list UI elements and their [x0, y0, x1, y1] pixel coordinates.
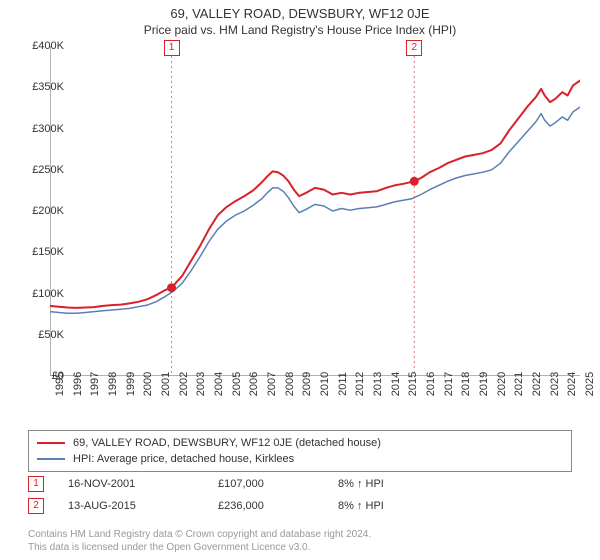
- x-tick-label: 2017: [443, 372, 455, 396]
- x-tick-label: 2014: [390, 372, 402, 396]
- legend: 69, VALLEY ROAD, DEWSBURY, WF12 0JE (det…: [28, 430, 572, 472]
- legend-swatch: [37, 458, 65, 460]
- license-footer: Contains HM Land Registry data © Crown c…: [28, 529, 371, 554]
- x-tick-label: 2022: [531, 372, 543, 396]
- x-tick-label: 1997: [89, 372, 101, 396]
- footer-line1: Contains HM Land Registry data © Crown c…: [28, 529, 371, 542]
- x-tick-label: 2007: [266, 372, 278, 396]
- x-tick-label: 2009: [301, 372, 313, 396]
- x-tick-label: 2013: [372, 372, 384, 396]
- x-tick-label: 2012: [354, 372, 366, 396]
- price-chart: [50, 46, 580, 376]
- page-title: 69, VALLEY ROAD, DEWSBURY, WF12 0JE: [0, 6, 600, 21]
- x-tick-label: 1995: [54, 372, 66, 396]
- y-tick-label: £300K: [18, 123, 64, 135]
- x-tick-label: 2002: [178, 372, 190, 396]
- y-tick-label: £250K: [18, 164, 64, 176]
- x-tick-label: 2004: [213, 372, 225, 396]
- sale-row-badge: 1: [28, 476, 44, 492]
- sale-price: £236,000: [218, 500, 338, 512]
- x-tick-label: 2010: [319, 372, 331, 396]
- x-tick-label: 1999: [125, 372, 137, 396]
- x-tick-label: 2019: [478, 372, 490, 396]
- sale-row: 1 16-NOV-2001£107,0008% ↑ HPI: [28, 476, 458, 492]
- x-tick-label: 2023: [549, 372, 561, 396]
- x-tick-label: 2005: [231, 372, 243, 396]
- sale-delta: 8% ↑ HPI: [338, 500, 458, 512]
- legend-label: HPI: Average price, detached house, Kirk…: [73, 453, 294, 465]
- x-tick-label: 2003: [195, 372, 207, 396]
- x-tick-label: 2018: [460, 372, 472, 396]
- x-tick-label: 2015: [407, 372, 419, 396]
- x-tick-label: 2016: [425, 372, 437, 396]
- sale-row: 2 13-AUG-2015£236,0008% ↑ HPI: [28, 498, 458, 514]
- sale-row-badge: 2: [28, 498, 44, 514]
- x-tick-label: 2011: [337, 372, 349, 396]
- legend-row: 69, VALLEY ROAD, DEWSBURY, WF12 0JE (det…: [37, 435, 563, 451]
- x-tick-label: 1996: [72, 372, 84, 396]
- y-tick-label: £350K: [18, 81, 64, 93]
- x-tick-label: 2025: [584, 372, 596, 396]
- page-subtitle: Price paid vs. HM Land Registry's House …: [0, 23, 600, 37]
- chart-svg: [50, 46, 580, 376]
- x-tick-label: 2001: [160, 372, 172, 396]
- y-tick-label: £400K: [18, 40, 64, 52]
- y-tick-label: £100K: [18, 288, 64, 300]
- legend-row: HPI: Average price, detached house, Kirk…: [37, 451, 563, 467]
- x-tick-label: 2008: [284, 372, 296, 396]
- sale-marker-badge: 1: [164, 40, 180, 56]
- x-tick-label: 1998: [107, 372, 119, 396]
- x-tick-label: 2020: [496, 372, 508, 396]
- x-tick-label: 2000: [142, 372, 154, 396]
- sale-date: 13-AUG-2015: [68, 500, 218, 512]
- y-tick-label: £200K: [18, 205, 64, 217]
- footer-line2: This data is licensed under the Open Gov…: [28, 542, 371, 555]
- x-tick-label: 2024: [566, 372, 578, 396]
- legend-label: 69, VALLEY ROAD, DEWSBURY, WF12 0JE (det…: [73, 437, 381, 449]
- y-tick-label: £50K: [18, 329, 64, 341]
- x-tick-label: 2006: [248, 372, 260, 396]
- sale-marker-badge: 2: [406, 40, 422, 56]
- sale-date: 16-NOV-2001: [68, 478, 218, 490]
- y-tick-label: £150K: [18, 246, 64, 258]
- legend-swatch: [37, 442, 65, 444]
- sale-delta: 8% ↑ HPI: [338, 478, 458, 490]
- sale-price: £107,000: [218, 478, 338, 490]
- x-tick-label: 2021: [513, 372, 525, 396]
